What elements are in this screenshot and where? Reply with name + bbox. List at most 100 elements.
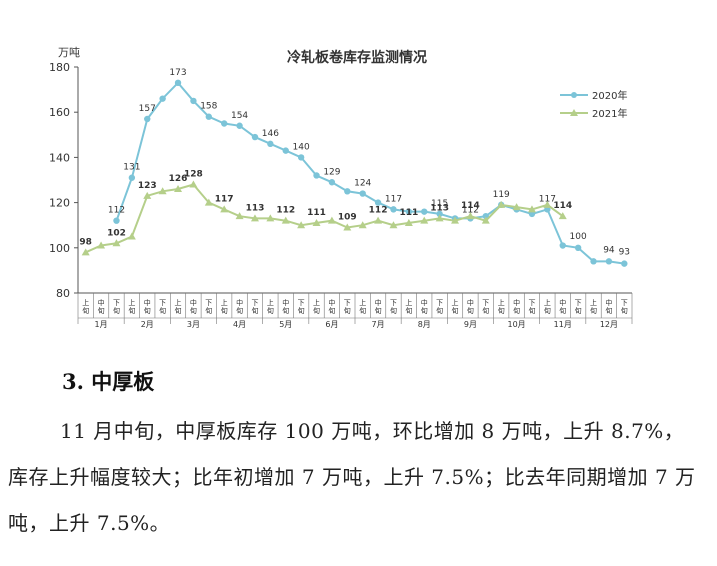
data-label-2020: 115: [431, 199, 448, 209]
point-2021: [451, 216, 460, 224]
y-tick-label: 140: [49, 151, 70, 164]
point-2020: [359, 190, 366, 197]
point-2021: [250, 214, 259, 222]
point-2021: [189, 180, 198, 188]
point-2020: [421, 208, 428, 215]
x-tick-label: 上旬: [175, 298, 182, 315]
data-label-2021: 111: [399, 208, 418, 218]
point-2020: [144, 115, 151, 123]
point-2021: [435, 214, 444, 222]
x-tick-label: 中旬: [98, 298, 105, 315]
y-tick-label: 120: [49, 197, 70, 210]
data-label-2021: 112: [276, 206, 295, 216]
point-2021: [158, 187, 167, 195]
data-label-2020: 131: [123, 163, 140, 173]
x-tick-label: 下旬: [205, 299, 212, 315]
data-label-2021: 117: [215, 194, 234, 204]
series-line-2020: [115, 81, 625, 265]
section-heading: 3. 中厚板: [62, 369, 155, 394]
x-tick-label: 中旬: [513, 298, 520, 315]
x-tick-label: 下旬: [344, 299, 351, 315]
data-label-2020: 173: [169, 68, 186, 78]
point-2020: [621, 260, 628, 267]
point-2020: [328, 179, 336, 186]
data-label-2020: 129: [323, 167, 340, 177]
point-2020: [159, 95, 166, 102]
point-2021: [374, 216, 383, 224]
legend-marker-2020: [571, 92, 577, 98]
point-2020: [236, 122, 243, 129]
x-tick-label: 中旬: [467, 298, 474, 315]
point-2020: [113, 217, 120, 224]
data-label-2021: 114: [461, 201, 480, 211]
x-tick-label: 中旬: [236, 298, 243, 315]
point-2021: [281, 216, 290, 224]
point-2021: [343, 223, 352, 231]
point-2020: [559, 242, 566, 249]
point-2021: [81, 248, 90, 256]
x-tick-label: 上旬: [452, 298, 459, 315]
point-2020: [374, 199, 382, 206]
x-tick-label: 中旬: [144, 298, 151, 315]
x-tick-label: 上旬: [313, 298, 320, 315]
x-tick-label: 下旬: [436, 299, 443, 315]
point-2021: [389, 221, 398, 229]
x-tick-label: 中旬: [190, 298, 197, 315]
data-label-2020: 119: [493, 190, 510, 200]
point-2020: [297, 154, 305, 161]
x-tick-label: 上旬: [128, 298, 135, 315]
month-label: 5月: [279, 320, 292, 329]
data-label-2020: 117: [385, 194, 402, 204]
data-label-2021: 112: [369, 206, 388, 216]
point-2021: [97, 241, 106, 249]
month-label: 6月: [325, 320, 338, 329]
data-label-2021: 102: [107, 228, 126, 238]
data-label-2020: 146: [262, 129, 279, 139]
point-2020: [390, 206, 397, 213]
point-2020: [405, 208, 413, 215]
point-2021: [312, 218, 321, 226]
point-2021: [327, 216, 336, 224]
point-2021: [527, 205, 536, 213]
point-2021: [297, 221, 306, 229]
point-2020: [344, 188, 351, 195]
data-label-2021: 123: [138, 181, 157, 191]
y-tick-label: 100: [49, 242, 70, 255]
legend-label-2021: 2021年: [592, 107, 627, 120]
data-label-2020: 94: [603, 245, 615, 255]
point-2021: [266, 214, 275, 222]
x-tick-label: 下旬: [251, 299, 258, 315]
data-label-2020: 158: [200, 102, 217, 112]
x-tick-label: 上旬: [267, 298, 274, 315]
point-2021: [404, 218, 413, 226]
x-tick-label: 下旬: [575, 299, 582, 315]
point-2020: [128, 174, 136, 181]
data-label-2021: 111: [307, 208, 326, 218]
month-label: 9月: [464, 320, 477, 329]
x-tick-label: 中旬: [605, 298, 612, 315]
month-label: 10月: [507, 320, 525, 329]
point-2021: [466, 212, 475, 220]
data-label-2021: 113: [430, 203, 449, 213]
point-2020: [267, 140, 274, 148]
data-label-2020: 100: [570, 232, 587, 242]
point-2021: [112, 239, 121, 247]
x-tick-label: 上旬: [359, 298, 366, 315]
data-label-2020: 157: [139, 104, 156, 114]
x-tick-label: 中旬: [282, 298, 289, 315]
month-label: 11月: [554, 320, 572, 329]
point-2020: [251, 133, 259, 141]
x-tick-label: 下旬: [390, 299, 397, 315]
point-2021: [543, 200, 552, 208]
point-2021: [127, 232, 136, 240]
month-label: 3月: [187, 320, 200, 329]
point-2021: [481, 216, 490, 224]
x-tick-label: 上旬: [498, 298, 505, 315]
data-label-2020: 124: [354, 179, 371, 189]
point-2020: [190, 97, 197, 105]
legend-marker-2021: [570, 109, 578, 116]
x-tick-label: 下旬: [528, 299, 535, 315]
x-tick-label: 中旬: [559, 298, 566, 315]
x-tick-label: 上旬: [221, 298, 228, 315]
point-2021: [204, 198, 213, 206]
